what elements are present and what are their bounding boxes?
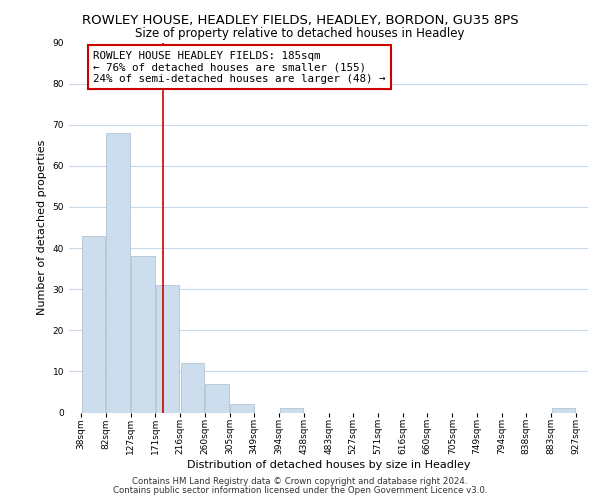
- Y-axis label: Number of detached properties: Number of detached properties: [37, 140, 47, 315]
- Bar: [230, 404, 254, 412]
- Bar: [205, 384, 229, 412]
- Text: Size of property relative to detached houses in Headley: Size of property relative to detached ho…: [135, 28, 465, 40]
- Text: Contains HM Land Registry data © Crown copyright and database right 2024.: Contains HM Land Registry data © Crown c…: [132, 477, 468, 486]
- Bar: [155, 285, 179, 412]
- Bar: [106, 133, 130, 412]
- Bar: [82, 236, 106, 412]
- Bar: [181, 363, 205, 412]
- X-axis label: Distribution of detached houses by size in Headley: Distribution of detached houses by size …: [187, 460, 470, 470]
- Text: Contains public sector information licensed under the Open Government Licence v3: Contains public sector information licen…: [113, 486, 487, 495]
- Bar: [551, 408, 575, 412]
- Bar: [131, 256, 155, 412]
- Bar: [280, 408, 304, 412]
- Text: ROWLEY HOUSE, HEADLEY FIELDS, HEADLEY, BORDON, GU35 8PS: ROWLEY HOUSE, HEADLEY FIELDS, HEADLEY, B…: [82, 14, 518, 27]
- Text: ROWLEY HOUSE HEADLEY FIELDS: 185sqm
← 76% of detached houses are smaller (155)
2: ROWLEY HOUSE HEADLEY FIELDS: 185sqm ← 76…: [94, 50, 386, 84]
